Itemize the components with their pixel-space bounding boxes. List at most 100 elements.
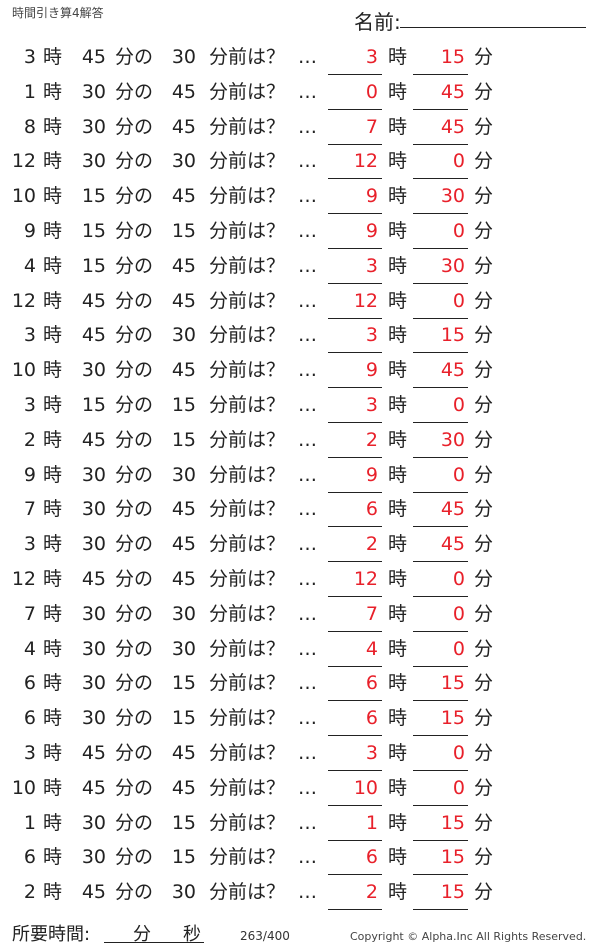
problem-minute: 30 — [81, 602, 106, 625]
answer-minute-line[interactable] — [413, 143, 468, 145]
answer-minute-line[interactable] — [413, 874, 468, 876]
hour-label: 時 — [43, 846, 63, 869]
time-taken-field[interactable] — [104, 942, 204, 943]
ellipsis: … — [298, 463, 317, 486]
minute-before-label: 分前は？ — [209, 324, 286, 347]
answer-minute-line[interactable] — [413, 282, 468, 284]
answer-minute-line[interactable] — [413, 178, 468, 180]
ellipsis: … — [298, 602, 317, 625]
answer-hour-line[interactable] — [328, 561, 382, 563]
answer-minute-line[interactable] — [413, 839, 468, 841]
name-field[interactable] — [400, 27, 586, 28]
minute-label: 分 — [474, 568, 494, 590]
answer-minute-line[interactable] — [413, 422, 468, 423]
minute-of-label: 分の — [115, 568, 154, 590]
problem-minute: 30 — [81, 463, 106, 486]
hour-label: 時 — [43, 811, 63, 834]
answer-minute-line[interactable] — [413, 108, 468, 110]
problem-hour: 7 — [23, 498, 36, 521]
answer-hour-line[interactable] — [328, 317, 382, 319]
hour-label: 時 — [388, 498, 408, 521]
answer-hour-line[interactable] — [328, 735, 382, 737]
minute-before-label: 分前は？ — [209, 80, 286, 103]
answer-hour: 2 — [365, 428, 378, 451]
answer-hour-line[interactable] — [328, 909, 382, 911]
hour-label: 時 — [388, 80, 408, 103]
problem-row: 10 時 15 分の 45 分前は？… 9 時 30 分 — [0, 181, 600, 215]
answer-hour-line[interactable] — [328, 352, 382, 354]
answer-minute-line[interactable] — [413, 735, 468, 737]
minute-before-label: 分前は？ — [209, 533, 286, 556]
answer-hour-line[interactable] — [328, 491, 382, 493]
answer-minute-line[interactable] — [413, 352, 468, 354]
hour-label: 時 — [388, 220, 408, 242]
answer-hour-line[interactable] — [328, 143, 382, 145]
minute-of-label: 分の — [115, 811, 154, 834]
answer-hour-line[interactable] — [328, 213, 382, 215]
answer-minute-line[interactable] — [413, 74, 468, 75]
hour-label: 時 — [388, 463, 408, 486]
answer-minute-line[interactable] — [413, 526, 468, 528]
answer-minute-line[interactable] — [413, 700, 468, 702]
hour-label: 時 — [43, 602, 63, 625]
subtract-minutes: 45 — [171, 742, 196, 764]
minute-before-label: 分前は？ — [209, 637, 286, 660]
answer-hour-line[interactable] — [328, 596, 382, 597]
problem-hour: 3 — [23, 46, 36, 68]
minute-of-label: 分の — [115, 289, 154, 312]
answer-hour: 12 — [353, 150, 378, 173]
problem-row: 3 時 45 分の 30 分前は？… 3 時 15 分 — [0, 42, 600, 75]
answer-hour: 3 — [365, 46, 378, 68]
answer-minute-line[interactable] — [413, 387, 468, 389]
answer-minute: 15 — [440, 324, 465, 347]
problem-minute: 45 — [81, 428, 106, 451]
subtract-minutes: 30 — [171, 463, 196, 486]
answer-minute-line[interactable] — [413, 317, 468, 319]
answer-minute-line[interactable] — [413, 909, 468, 911]
hour-label: 時 — [388, 359, 408, 382]
hour-label: 時 — [43, 776, 63, 799]
answer-hour-line[interactable] — [328, 700, 382, 702]
answer-minute-line[interactable] — [413, 596, 468, 597]
answer-minute-line[interactable] — [413, 770, 468, 771]
answer-minute-line[interactable] — [413, 456, 468, 458]
answer-hour-line[interactable] — [328, 74, 382, 75]
answer-hour-line[interactable] — [328, 456, 382, 458]
problem-row: 9 時 30 分の 30 分前は？… 9 時 0 分 — [0, 460, 600, 493]
minute-before-label: 分前は？ — [209, 846, 286, 869]
minute-label: 分 — [474, 220, 494, 242]
answer-minute-line[interactable] — [413, 491, 468, 493]
answer-hour-line[interactable] — [328, 770, 382, 771]
answer-minute-line[interactable] — [413, 561, 468, 563]
problem-minute: 45 — [81, 289, 106, 312]
answer-hour-line[interactable] — [328, 526, 382, 528]
answer-hour: 2 — [365, 533, 378, 556]
answer-hour-line[interactable] — [328, 248, 382, 249]
answer-minute: 0 — [452, 463, 465, 486]
answer-hour-line[interactable] — [328, 108, 382, 110]
answer-minute: 0 — [452, 776, 465, 799]
answer-minute-line[interactable] — [413, 213, 468, 215]
hour-label: 時 — [43, 115, 63, 138]
answer-hour-line[interactable] — [328, 422, 382, 423]
answer-minute-line[interactable] — [413, 248, 468, 249]
problem-hour: 12 — [11, 289, 36, 312]
answer-minute-line[interactable] — [413, 665, 468, 667]
ellipsis: … — [298, 289, 317, 312]
hour-label: 時 — [388, 428, 408, 451]
answer-hour-line[interactable] — [328, 874, 382, 876]
answer-hour-line[interactable] — [328, 665, 382, 667]
answer-hour-line[interactable] — [328, 387, 382, 389]
minute-of-label: 分の — [115, 324, 154, 347]
minute-label: 分 — [474, 359, 494, 382]
minute-of-label: 分の — [115, 428, 154, 451]
answer-minute-line[interactable] — [413, 630, 468, 632]
answer-hour-line[interactable] — [328, 282, 382, 284]
answer-minute-line[interactable] — [413, 804, 468, 806]
answer-hour-line[interactable] — [328, 804, 382, 806]
answer-minute: 0 — [452, 637, 465, 660]
answer-hour-line[interactable] — [328, 839, 382, 841]
answer-hour-line[interactable] — [328, 178, 382, 180]
answer-hour-line[interactable] — [328, 630, 382, 632]
problem-hour: 9 — [23, 220, 36, 242]
